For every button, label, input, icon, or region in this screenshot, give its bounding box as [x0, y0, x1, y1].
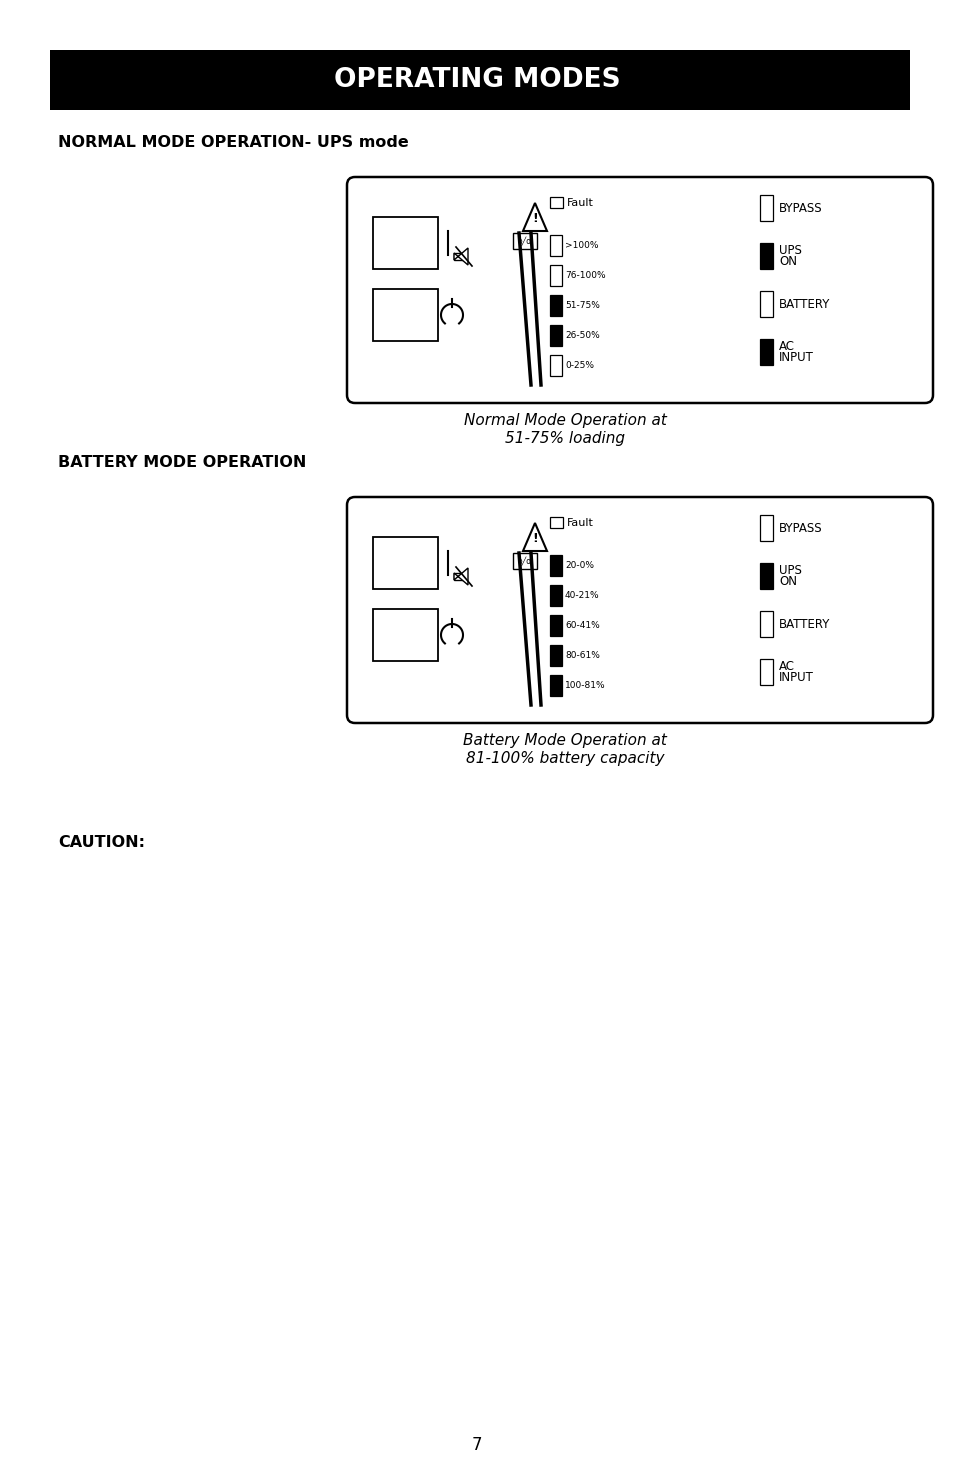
Bar — [454, 254, 463, 260]
Text: o╱o: o╱o — [517, 556, 532, 566]
Bar — [513, 233, 537, 249]
Bar — [550, 518, 562, 528]
Bar — [550, 586, 561, 606]
Bar — [760, 515, 772, 541]
Text: 51-75%: 51-75% — [564, 301, 599, 310]
Bar — [513, 553, 537, 569]
Text: BYPASS: BYPASS — [779, 202, 821, 215]
Text: 60-41%: 60-41% — [564, 621, 599, 630]
Polygon shape — [522, 204, 546, 232]
Text: o╱o: o╱o — [517, 236, 532, 246]
FancyBboxPatch shape — [347, 177, 932, 403]
Bar — [550, 615, 561, 636]
Text: AC
INPUT: AC INPUT — [779, 659, 813, 684]
Text: Battery Mode Operation at: Battery Mode Operation at — [462, 733, 666, 748]
Bar — [550, 198, 562, 208]
Bar — [373, 289, 437, 341]
Text: BATTERY: BATTERY — [779, 298, 829, 311]
Bar — [760, 291, 772, 317]
Text: 26-50%: 26-50% — [564, 330, 599, 341]
Text: 51-75% loading: 51-75% loading — [504, 431, 624, 445]
Text: AC
INPUT: AC INPUT — [779, 339, 813, 364]
Text: 100-81%: 100-81% — [564, 681, 605, 690]
FancyBboxPatch shape — [347, 497, 932, 723]
Text: UPS
ON: UPS ON — [779, 563, 801, 589]
Polygon shape — [454, 568, 468, 586]
Text: 7: 7 — [471, 1437, 482, 1454]
Bar — [550, 324, 561, 347]
Text: Normal Mode Operation at: Normal Mode Operation at — [463, 413, 666, 428]
Text: !: ! — [532, 212, 537, 224]
Text: 40-21%: 40-21% — [564, 591, 599, 600]
Bar — [550, 676, 561, 696]
Text: >100%: >100% — [564, 240, 598, 249]
Bar — [550, 645, 561, 667]
Bar — [50, 50, 909, 111]
Polygon shape — [522, 524, 546, 552]
Text: 20-0%: 20-0% — [564, 560, 594, 569]
Text: BATTERY: BATTERY — [779, 618, 829, 631]
Bar — [760, 563, 772, 590]
Text: 0-25%: 0-25% — [564, 361, 594, 370]
Bar — [550, 235, 561, 257]
Text: CAUTION:: CAUTION: — [58, 835, 145, 850]
Text: OPERATING MODES: OPERATING MODES — [334, 66, 619, 93]
Text: !: ! — [532, 532, 537, 544]
Bar — [760, 611, 772, 637]
Text: 80-61%: 80-61% — [564, 650, 599, 659]
Polygon shape — [454, 248, 468, 266]
Text: BATTERY MODE OPERATION: BATTERY MODE OPERATION — [58, 454, 306, 471]
Text: NORMAL MODE OPERATION- UPS mode: NORMAL MODE OPERATION- UPS mode — [58, 136, 408, 150]
Text: Fault: Fault — [566, 518, 594, 528]
Bar — [550, 555, 561, 577]
Bar — [373, 537, 437, 589]
Text: UPS
ON: UPS ON — [779, 243, 801, 268]
Text: 81-100% battery capacity: 81-100% battery capacity — [465, 751, 663, 766]
Bar — [373, 609, 437, 661]
Bar — [760, 243, 772, 270]
Text: BYPASS: BYPASS — [779, 522, 821, 535]
Bar — [760, 659, 772, 686]
Bar — [550, 355, 561, 376]
Bar — [550, 266, 561, 286]
Text: 76-100%: 76-100% — [564, 271, 605, 280]
Bar — [373, 217, 437, 268]
Bar — [760, 195, 772, 221]
Bar — [454, 572, 463, 580]
Bar — [760, 339, 772, 366]
Text: Fault: Fault — [566, 198, 594, 208]
Bar — [550, 295, 561, 316]
